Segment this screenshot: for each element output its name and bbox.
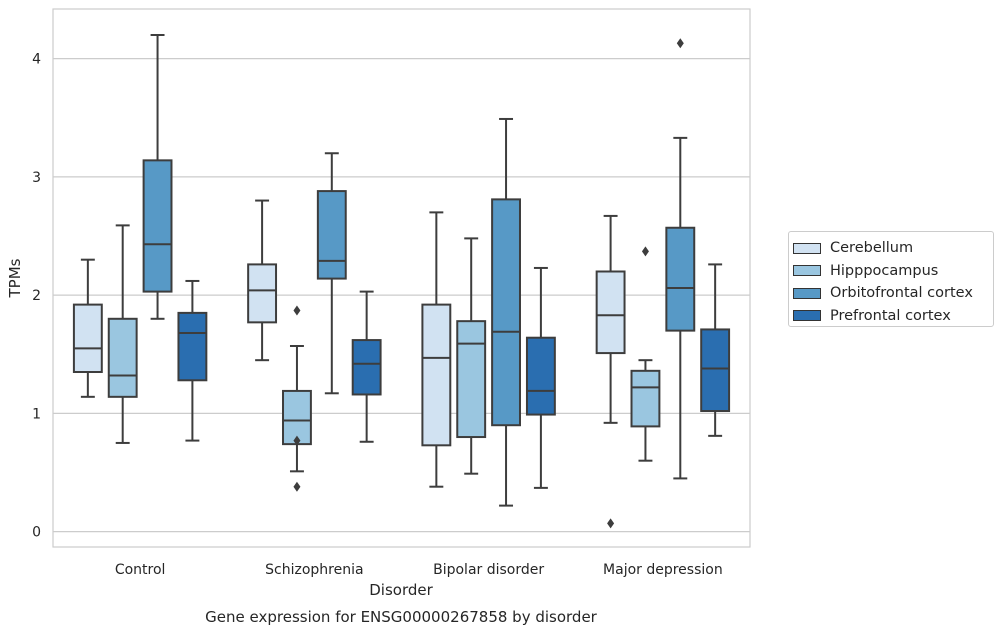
legend-label: Orbitofrontal cortex <box>830 285 973 302</box>
box-cerebellum <box>595 214 626 529</box>
box-orbitofrontal-cortex <box>142 34 173 320</box>
y-tick-labels: 0 1 2 3 4 <box>32 52 41 541</box>
box-hipppocampus <box>282 305 312 492</box>
legend-item: Prefrontal cortex <box>793 305 993 328</box>
iqr-box <box>525 336 556 416</box>
x-tick-label: Bipolar disorder <box>433 562 544 578</box>
iqr-box <box>456 320 487 439</box>
iqr-box <box>72 303 103 374</box>
x-tick-label: Control <box>115 562 166 578</box>
iqr-box <box>665 226 696 332</box>
box-orbitofrontal-cortex <box>316 152 347 395</box>
box-prefrontal-cortex <box>177 279 208 442</box>
iqr-box <box>421 303 452 447</box>
iqr-box <box>282 389 312 446</box>
iqr-box <box>630 369 661 428</box>
box-orbitofrontal-cortex <box>491 117 521 507</box>
box-orbitofrontal-cortex <box>665 38 696 480</box>
legend-swatch <box>793 242 821 254</box>
outlier-point <box>293 435 301 446</box>
legend-label: Hipppocampus <box>830 262 939 279</box>
legend: Cerebellum Hipppocampus Orbitofrontal cort… <box>788 231 994 327</box>
legend-item: Hipppocampus <box>793 260 993 283</box>
legend-swatch <box>793 265 821 277</box>
outlier-point <box>607 518 615 529</box>
x-tick-label: Schizophrenia <box>265 562 363 578</box>
iqr-box <box>700 328 731 413</box>
iqr-box <box>247 263 278 324</box>
iqr-box <box>351 339 382 396</box>
outlier-point <box>293 305 301 316</box>
legend-label: Prefrontal cortex <box>830 307 951 324</box>
box-prefrontal-cortex <box>351 290 382 443</box>
box-hipppocampus <box>630 246 661 462</box>
y-tick-label: 4 <box>32 52 41 68</box>
y-tick-label: 3 <box>32 170 41 186</box>
y-tick-label: 0 <box>32 525 41 541</box>
outlier-point <box>293 481 301 492</box>
boxes <box>72 34 731 529</box>
box-hipppocampus <box>456 237 487 475</box>
iqr-box <box>107 317 138 398</box>
y-axis-label: TPMs <box>6 258 24 298</box>
legend-item: Orbitofrontal cortex <box>793 282 993 305</box>
x-tick-label: Major depression <box>603 562 723 578</box>
y-tick-label: 1 <box>32 406 41 422</box>
outlier-point <box>641 246 649 257</box>
iqr-box <box>595 270 626 355</box>
x-tick-labels: Control Schizophrenia Bipolar disorder Majo… <box>115 562 723 578</box>
box-cerebellum <box>247 199 278 362</box>
y-tick-label: 2 <box>32 288 41 304</box>
legend-swatch <box>793 310 821 322</box>
iqr-box <box>177 311 208 382</box>
iqr-box <box>491 198 521 427</box>
box-cerebellum <box>72 258 103 398</box>
box-prefrontal-cortex <box>525 266 556 489</box>
iqr-box <box>316 190 347 280</box>
legend-label: Cerebellum <box>830 240 914 257</box>
box-prefrontal-cortex <box>700 263 731 437</box>
iqr-box <box>142 159 173 293</box>
outlier-point <box>676 38 684 49</box>
legend-item: Cerebellum <box>793 237 993 260</box>
box-cerebellum <box>421 211 452 488</box>
legend-swatch <box>793 287 821 299</box>
box-hipppocampus <box>107 224 138 444</box>
plot-frame <box>52 8 751 548</box>
x-axis-label: Disorder <box>369 581 433 599</box>
chart-title: Gene expression for ENSG00000267858 by d… <box>205 608 598 626</box>
